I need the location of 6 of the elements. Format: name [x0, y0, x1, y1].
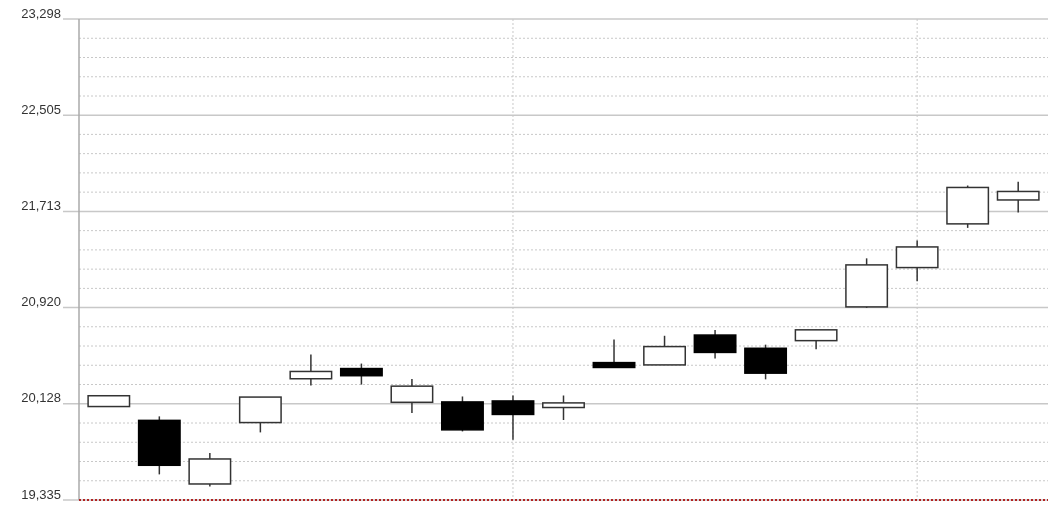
y-tick-label: 20,128: [21, 390, 61, 406]
y-tick-label: 21,713: [21, 198, 61, 214]
y-tick-label: 20,920: [21, 294, 61, 310]
y-tick-label: 23,298: [21, 5, 61, 21]
y-tick-label: 19,335: [21, 486, 61, 502]
y-tick-label: 22,505: [21, 101, 61, 117]
